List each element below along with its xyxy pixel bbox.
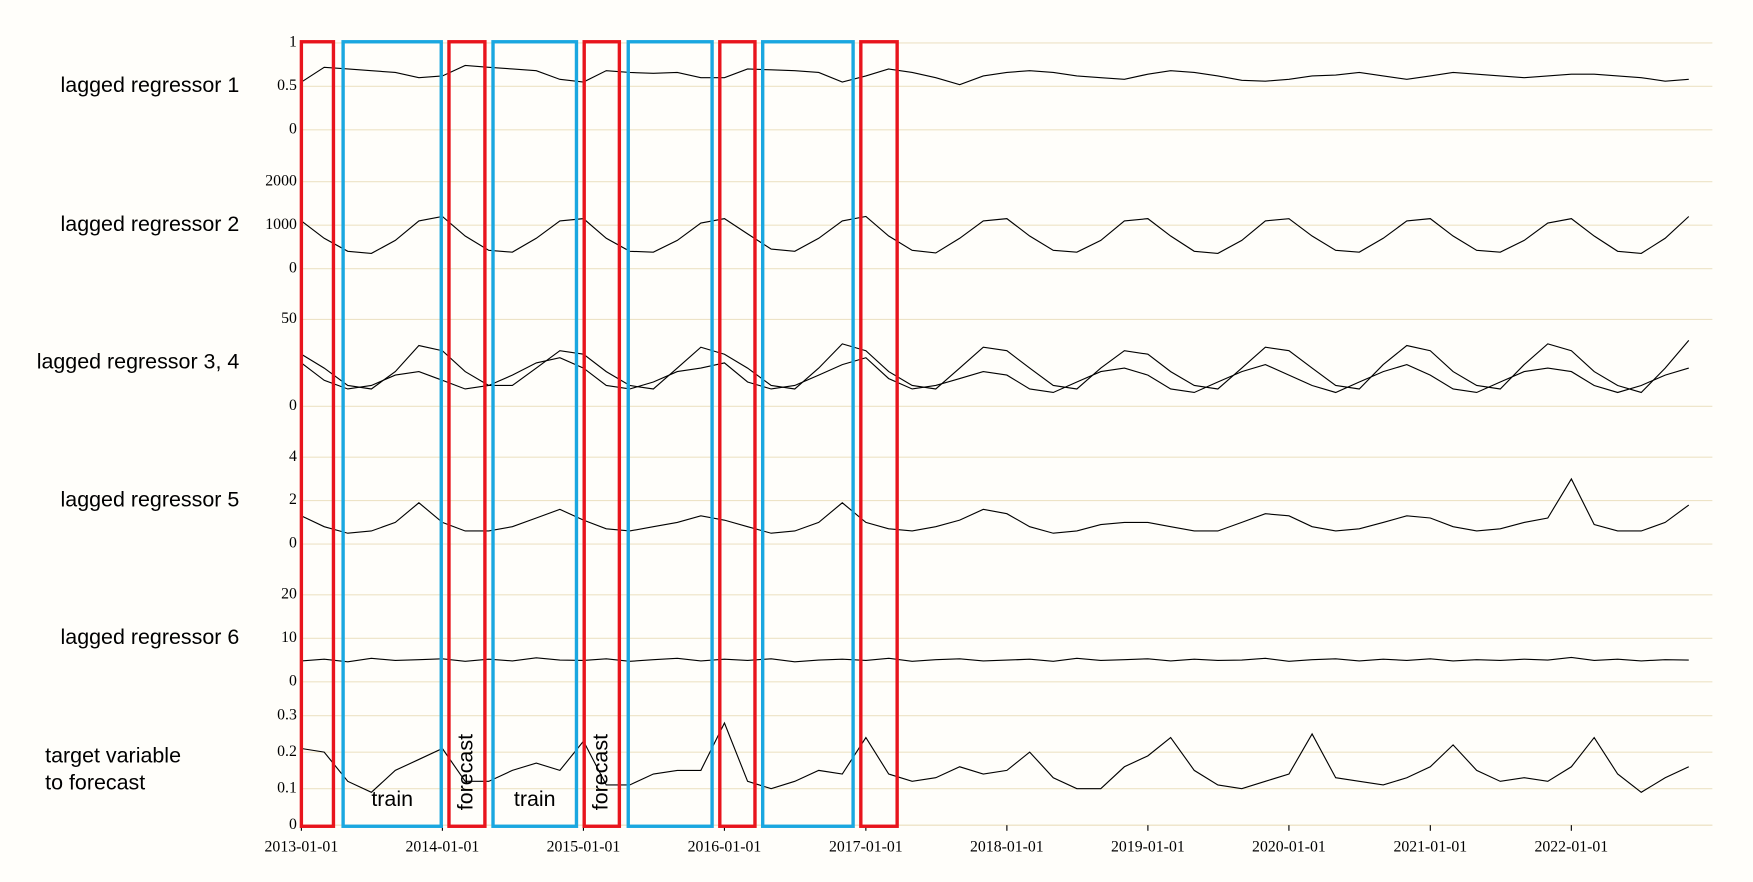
window xyxy=(341,40,443,828)
y-tick-label: 0.2 xyxy=(277,743,297,760)
series-line xyxy=(301,64,1689,86)
window xyxy=(582,40,622,828)
x-tick-label: 2016-01-01 xyxy=(688,838,762,855)
window xyxy=(447,40,487,828)
window xyxy=(299,40,336,828)
panel-label: target variable xyxy=(45,744,181,768)
panel-label: to forecast xyxy=(45,771,145,795)
y-tick-label: 0.5 xyxy=(277,77,297,94)
y-tick-label: 0 xyxy=(289,397,297,414)
series-line xyxy=(301,357,1689,394)
x-tick-label: 2015-01-01 xyxy=(547,838,621,855)
y-tick-label: 50 xyxy=(281,310,297,327)
y-tick-label: 0.1 xyxy=(277,779,297,796)
x-tick-label: 2017-01-01 xyxy=(829,838,903,855)
series-line xyxy=(301,339,1690,394)
x-tick-label: 2013-01-01 xyxy=(265,838,339,855)
panel-label: lagged regressor 3, 4 xyxy=(37,350,240,374)
series-line xyxy=(301,477,1690,534)
x-tick-label: 2018-01-01 xyxy=(970,838,1044,855)
y-tick-label: 4 xyxy=(289,448,297,465)
x-tick-label: 2014-01-01 xyxy=(406,838,480,855)
y-tick-label: 0 xyxy=(289,259,297,276)
y-tick-label: 2 xyxy=(289,491,297,508)
window-label: forecast xyxy=(454,734,478,810)
y-tick-label: 2000 xyxy=(265,172,297,189)
x-tick-label: 2019-01-01 xyxy=(1111,838,1185,855)
window xyxy=(626,40,714,828)
y-tick-label: 1000 xyxy=(265,216,297,233)
y-tick-label: 0 xyxy=(289,120,297,137)
window-label: train xyxy=(514,787,556,811)
y-tick-label: 1 xyxy=(289,34,297,51)
series-line xyxy=(301,215,1690,254)
window xyxy=(761,40,855,828)
window xyxy=(859,40,899,828)
panel-label: lagged regressor 2 xyxy=(61,212,240,236)
y-tick-label: 0.3 xyxy=(277,706,297,723)
y-tick-label: 0 xyxy=(289,535,297,552)
x-tick-label: 2021-01-01 xyxy=(1393,838,1467,855)
x-tick-label: 2022-01-01 xyxy=(1534,838,1608,855)
window-label: forecast xyxy=(588,734,612,810)
window-label: train xyxy=(371,787,413,811)
series-line xyxy=(301,721,1690,793)
panel-label: lagged regressor 1 xyxy=(61,73,240,97)
x-tick-label: 2020-01-01 xyxy=(1252,838,1326,855)
y-tick-label: 10 xyxy=(281,629,297,646)
y-tick-label: 0 xyxy=(289,816,297,833)
window xyxy=(718,40,757,828)
panel-label: lagged regressor 6 xyxy=(61,625,240,649)
panel-label: lagged regressor 5 xyxy=(61,487,240,511)
y-tick-label: 0 xyxy=(289,672,297,689)
series-line xyxy=(301,656,1689,663)
window xyxy=(491,40,579,828)
y-tick-label: 20 xyxy=(281,585,297,602)
